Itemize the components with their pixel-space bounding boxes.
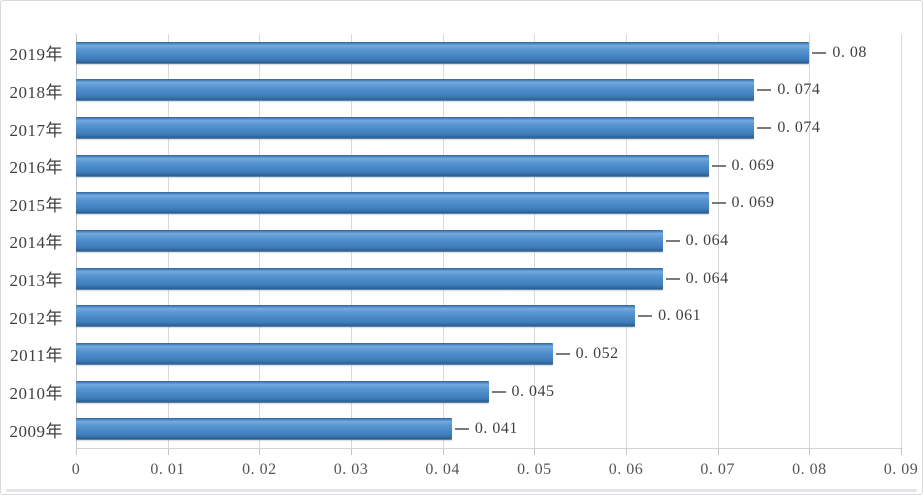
value-label: 0. 041 — [474, 420, 518, 438]
category-label: 2017年 — [9, 120, 63, 140]
bar-row: 2016年 0. 069 — [10, 147, 901, 185]
value-label: 0. 074 — [777, 119, 821, 137]
axis-tick — [259, 448, 261, 455]
leader-line — [638, 315, 653, 318]
category-label: 2013年 — [9, 271, 63, 291]
leader-line — [812, 51, 827, 54]
category-label: 2010年 — [9, 384, 63, 404]
axis-tick — [809, 448, 811, 455]
gridline — [809, 34, 811, 448]
bar-row: 2011年 0. 052 — [10, 335, 901, 373]
axis-tick — [626, 448, 627, 455]
bar — [76, 117, 755, 140]
bar — [76, 154, 709, 177]
category-label: 2018年 — [9, 82, 63, 102]
leader-line — [711, 202, 726, 205]
value-label: 0. 069 — [731, 156, 775, 174]
bar-row: 2013年 0. 064 — [10, 260, 901, 298]
bar-row: 2015年 0. 069 — [10, 185, 901, 223]
x-tick-label: 0 — [71, 461, 81, 478]
bar — [76, 418, 452, 441]
x-tick-label: 0. 05 — [517, 461, 552, 478]
category-label: 2009年 — [9, 421, 63, 441]
axis-tick — [901, 448, 902, 455]
category-label: 2019年 — [9, 45, 63, 65]
value-label: 0. 045 — [511, 382, 555, 400]
bar-row: 2009年 0. 041 — [10, 410, 901, 448]
x-tick-label: 0. 02 — [242, 461, 277, 478]
axis-tick — [167, 448, 169, 455]
leader-line — [454, 428, 469, 431]
value-label: 0. 052 — [575, 344, 619, 362]
bar — [76, 229, 663, 252]
x-tick-label: 0. 09 — [883, 461, 919, 478]
bar — [76, 380, 489, 403]
bar — [76, 342, 553, 365]
value-label: 0. 069 — [731, 194, 775, 212]
value-label: 0. 074 — [777, 81, 821, 99]
bar — [76, 305, 636, 328]
bottom-border-rule — [6, 489, 917, 492]
plot-area: 2019年 0. 08 2018年 0. 074 2017年 0. 074 2016年 0. … — [10, 34, 902, 455]
axis-tick — [442, 448, 444, 455]
leader-line — [665, 239, 680, 242]
bar — [76, 41, 810, 64]
bar-row: 2010年 0. 045 — [10, 373, 901, 411]
x-tick-label: 0. 06 — [608, 461, 644, 478]
x-tick-label: 0. 03 — [333, 461, 369, 478]
bar-row: 2019年 0. 08 — [10, 34, 901, 72]
category-label: 2016年 — [9, 158, 63, 178]
x-tick-label: 0. 08 — [792, 461, 827, 478]
bar-row: 2012年 0. 061 — [10, 297, 901, 335]
axis-tick — [76, 448, 77, 455]
x-tick-label: 0. 07 — [700, 461, 735, 478]
category-label: 2014年 — [9, 233, 63, 253]
leader-line — [757, 127, 772, 130]
leader-line — [491, 390, 506, 393]
bar — [76, 267, 663, 290]
axis-tick — [717, 448, 719, 455]
leader-line — [555, 352, 570, 355]
axis-tick — [351, 448, 352, 455]
leader-line — [711, 164, 726, 167]
value-label: 0. 064 — [685, 269, 729, 287]
bar — [76, 79, 755, 102]
gridline — [901, 34, 902, 448]
value-label: 0. 061 — [658, 307, 702, 325]
leader-line — [757, 89, 772, 92]
x-tick-label: 0. 01 — [150, 461, 185, 478]
bar — [76, 192, 709, 215]
leader-line — [665, 277, 680, 280]
value-label: 0. 08 — [832, 43, 867, 61]
gridline — [717, 34, 719, 448]
bar-row: 2014年 0. 064 — [10, 222, 901, 260]
axis-tick — [534, 448, 536, 455]
x-axis: 0 0. 01 0. 02 0. 03 0. 04 0. 05 0. 06 0. 07 0. 0… — [72, 458, 918, 484]
bar-row: 2017年 0. 074 — [10, 109, 901, 147]
category-label: 2011年 — [10, 346, 63, 366]
bar-row: 2018年 0. 074 — [10, 72, 901, 110]
category-label: 2012年 — [9, 308, 63, 328]
x-tick-label: 0. 04 — [425, 461, 460, 478]
value-label: 0. 064 — [685, 231, 729, 249]
category-label: 2015年 — [9, 195, 63, 215]
